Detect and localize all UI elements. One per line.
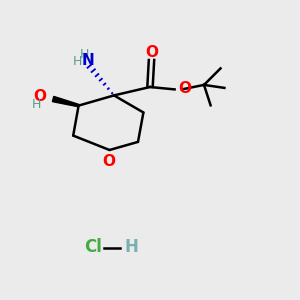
- Text: Cl: Cl: [84, 238, 102, 256]
- Polygon shape: [52, 96, 79, 107]
- Text: N: N: [82, 53, 94, 68]
- Text: H: H: [80, 48, 89, 61]
- Text: H: H: [73, 55, 82, 68]
- Text: O: O: [33, 89, 46, 104]
- Text: H: H: [32, 98, 41, 111]
- Text: O: O: [145, 45, 158, 60]
- Text: O: O: [178, 81, 191, 96]
- Text: O: O: [102, 154, 116, 169]
- Text: H: H: [124, 238, 138, 256]
